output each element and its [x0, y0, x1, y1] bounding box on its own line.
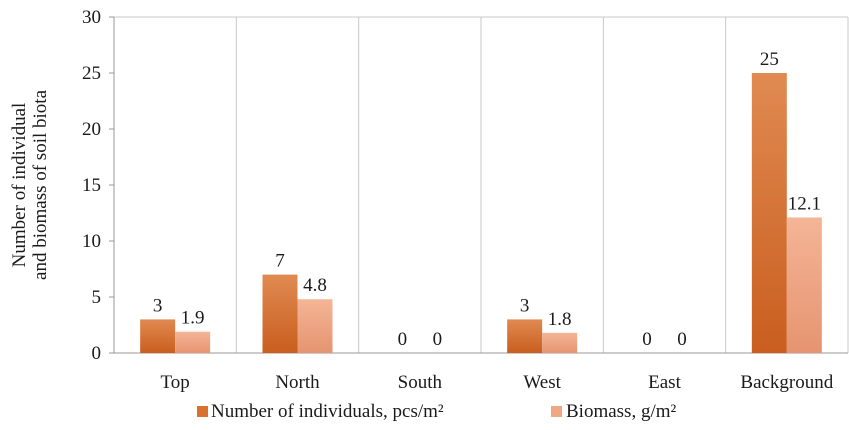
data-label: 0 [642, 329, 652, 350]
y-tick-label: 30 [82, 7, 101, 28]
data-labels: 3 1.9 7 4.8 0 0 3 1.8 0 0 25 12.1 [153, 49, 821, 350]
y-tick-label: 10 [82, 231, 101, 252]
data-label: 4.8 [303, 275, 327, 296]
legend: Number of individuals, pcs/m² Biomass, g/… [197, 401, 677, 422]
category-label: South [398, 372, 443, 393]
data-label: 0 [433, 329, 443, 350]
data-label: 1.9 [181, 308, 205, 329]
data-label: 12.1 [788, 193, 821, 214]
y-tick-label: 20 [82, 119, 101, 140]
y-tick-label: 0 [92, 343, 102, 364]
category-labels: Top North South West East Background [161, 372, 834, 393]
y-axis-title-line: and biomass of soil biota [30, 89, 51, 280]
legend-swatch [197, 406, 208, 417]
category-label: West [523, 372, 561, 393]
bar-biomass [175, 331, 211, 353]
data-label: 25 [760, 49, 779, 70]
axes [109, 16, 848, 354]
category-label: Background [740, 372, 833, 393]
bar-individuals [751, 73, 787, 353]
grid-lines [114, 16, 849, 353]
y-tick-labels: 0 5 10 15 20 25 30 [82, 7, 101, 364]
bar-individuals [140, 319, 176, 353]
bar-biomass [786, 217, 822, 353]
y-tick-label: 5 [92, 287, 102, 308]
bar-biomass [297, 299, 333, 353]
bar-biomass [542, 332, 578, 353]
y-axis-title: Number of individual and biomass of soil … [9, 89, 51, 280]
y-tick-label: 15 [82, 175, 101, 196]
legend-label: Number of individuals, pcs/m² [211, 401, 444, 422]
data-label: 0 [677, 329, 687, 350]
data-label: 7 [275, 251, 285, 272]
data-label: 0 [398, 329, 408, 350]
category-label: Top [161, 372, 190, 393]
bar-individuals [507, 319, 543, 353]
data-label: 3 [153, 295, 163, 316]
data-label: 3 [520, 295, 530, 316]
y-axis-title-line: Number of individual [9, 103, 30, 268]
bar-individuals [262, 274, 298, 353]
legend-swatch [551, 406, 562, 417]
data-label: 1.8 [548, 309, 572, 330]
category-label: East [648, 372, 681, 393]
category-label: North [275, 372, 320, 393]
bars [140, 73, 822, 353]
y-tick-label: 25 [82, 63, 101, 84]
legend-label: Biomass, g/m² [566, 401, 677, 422]
